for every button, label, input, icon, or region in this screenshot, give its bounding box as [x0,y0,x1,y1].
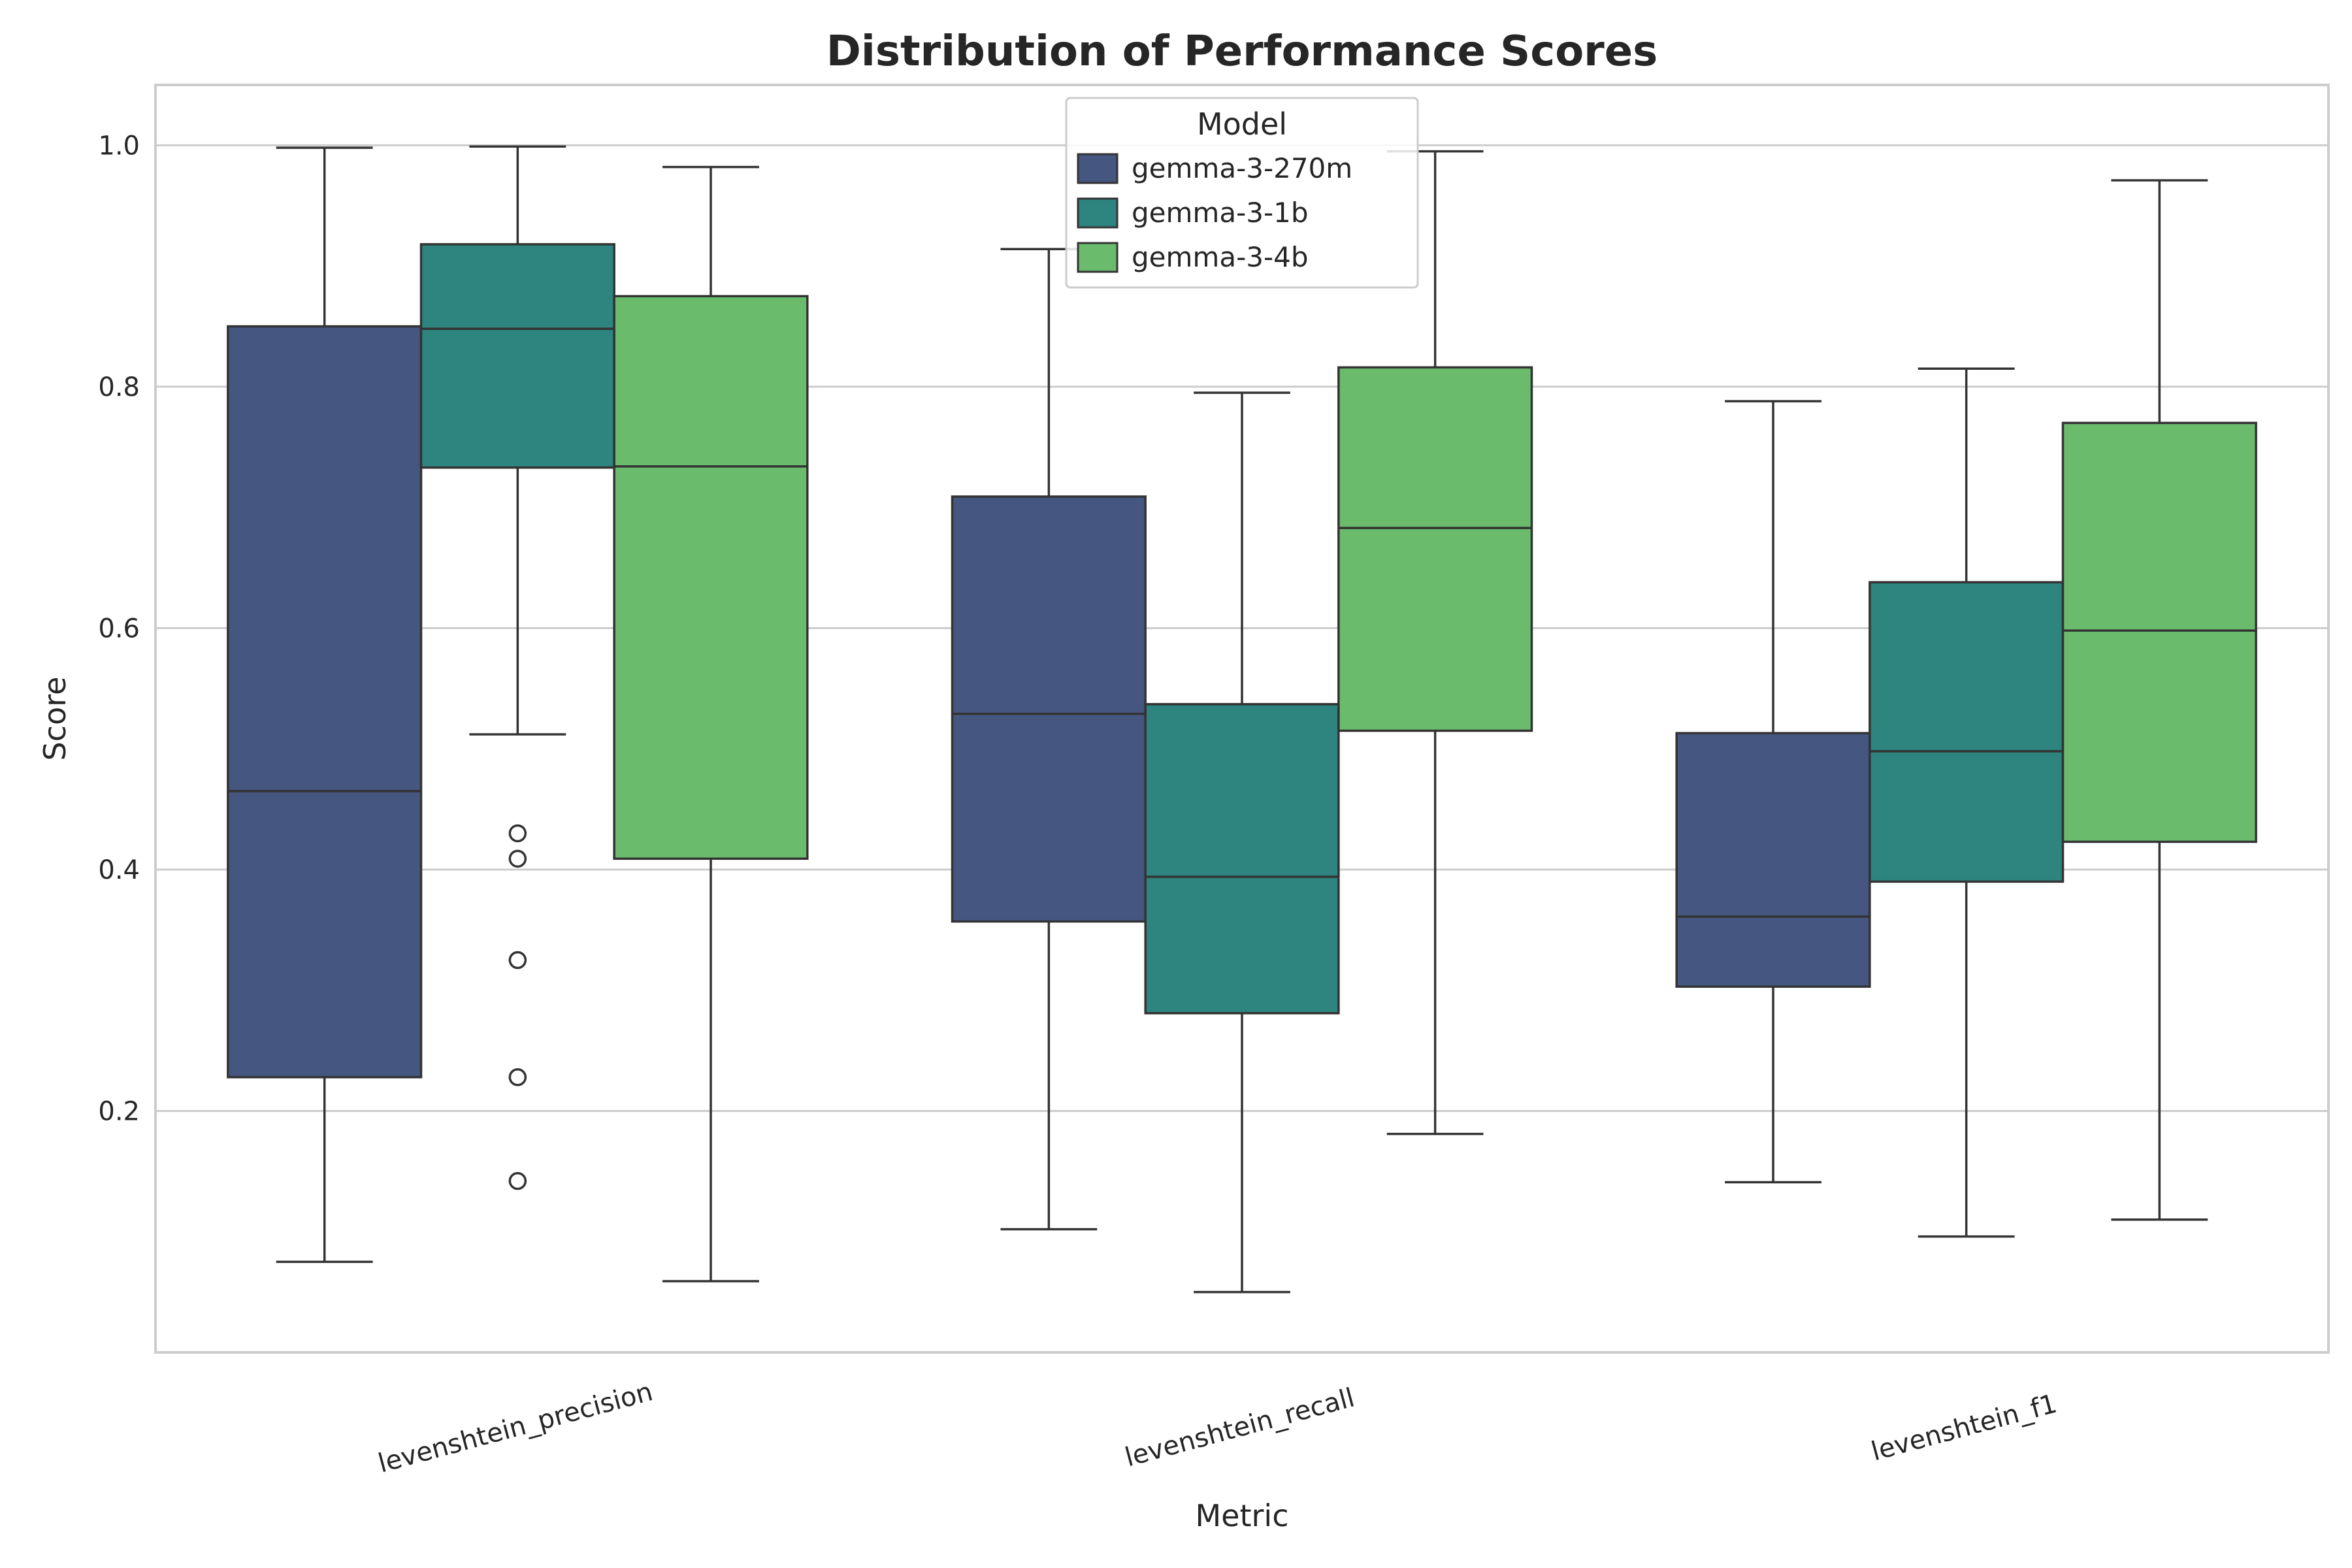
legend-label: gemma-3-4b [1132,241,1308,273]
box-body [2061,421,2257,843]
box-body [1675,732,1871,988]
box-gemma-3-1b-levenshtein_precision [419,145,615,1190]
outlier-point [508,849,527,868]
box-groups [227,145,2257,1294]
box-gemma-3-1b-levenshtein_recall [1144,391,1340,1294]
box-body [1144,703,1340,1015]
box-gemma-3-4b-levenshtein_f1 [2061,179,2257,1221]
legend-swatch [1077,242,1119,273]
box-gemma-3-270m-levenshtein_f1 [1675,400,1871,1184]
y-tick-labels: 0.2 0.4 0.6 0.8 1.0 [98,131,140,1126]
box-gemma-3-270m-levenshtein_recall [951,248,1147,1231]
box-gemma-3-1b-levenshtein_f1 [1869,367,2065,1238]
y-tick-label: 0.4 [98,855,140,885]
box-group-levenshtein_recall [951,150,1533,1294]
box-group-levenshtein_f1 [1675,179,2257,1238]
box-body [419,243,615,469]
y-axis-label: Score [37,677,73,761]
chart-title: Distribution of Performance Scores [826,27,1658,76]
x-axis-label: Metric [1195,1498,1288,1533]
box-body [951,495,1147,923]
box-gemma-3-4b-levenshtein_recall [1337,150,1533,1135]
plot-frame [154,84,2330,1354]
outlier-point [508,951,527,970]
y-tick-label: 0.2 [98,1096,140,1126]
legend-swatch [1077,197,1119,229]
y-tick-label: 1.0 [98,131,140,161]
legend-label: gemma-3-270m [1132,152,1352,184]
box-group-levenshtein_precision [227,145,809,1282]
box-gemma-3-270m-levenshtein_precision [227,146,423,1264]
outlier-point [508,1171,527,1190]
box-body [227,325,423,1079]
box-body [613,295,809,860]
box-gemma-3-4b-levenshtein_precision [613,165,809,1282]
legend-swatch [1077,153,1119,184]
legend: Model gemma-3-270m gemma-3-1b gemma-3-4b [1065,97,1419,289]
y-tick-label: 0.6 [98,613,140,644]
y-tick-label: 0.8 [98,372,140,402]
legend-frame [1065,97,1419,289]
legend-entries: gemma-3-270m gemma-3-1b gemma-3-4b [1077,152,1352,273]
legend-title: Model [1197,106,1287,142]
box-body [1337,366,1533,732]
box-body [1869,581,2065,883]
legend-label: gemma-3-1b [1132,197,1308,229]
outlier-point [508,1068,527,1086]
outlier-point [508,824,527,843]
